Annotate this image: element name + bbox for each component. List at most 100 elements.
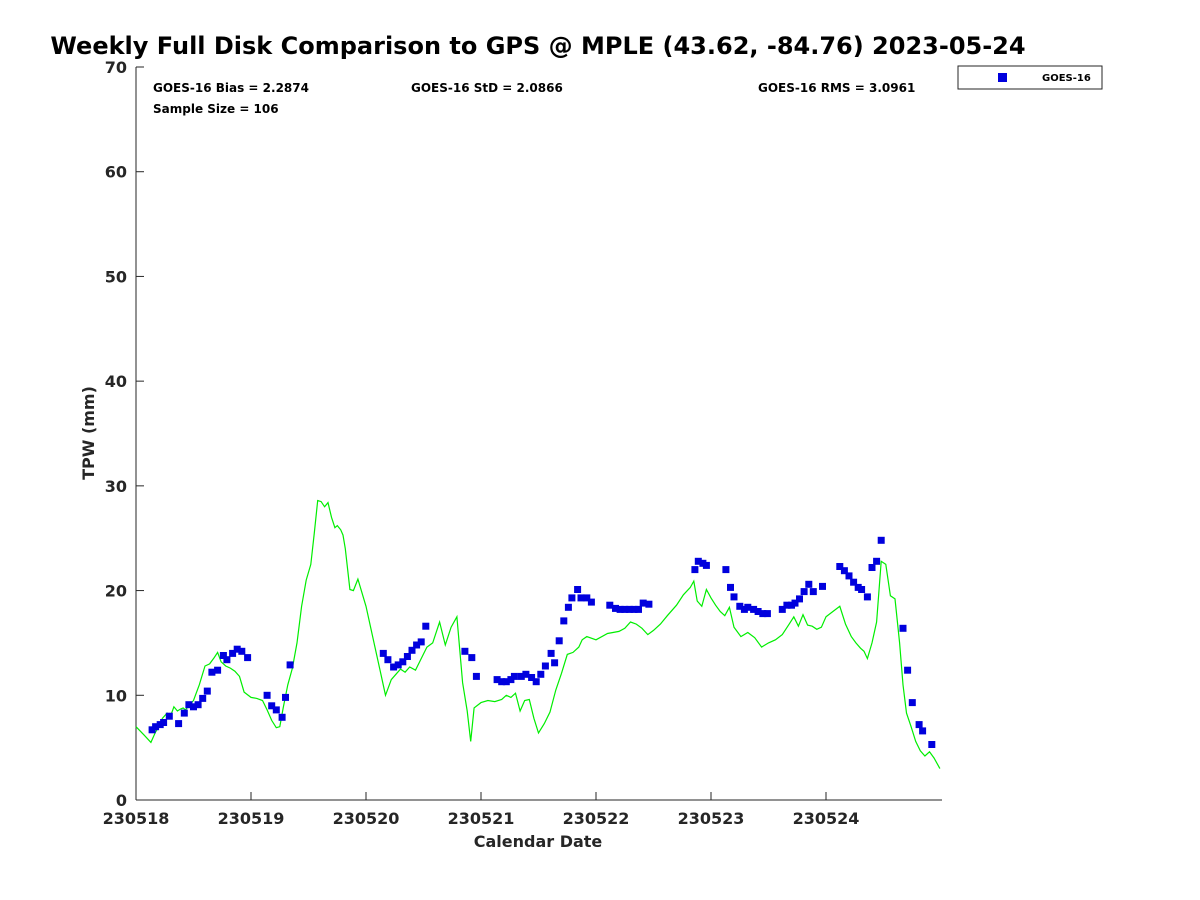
goes16-point <box>263 691 271 699</box>
y-tick-label: 50 <box>105 267 127 286</box>
goes16-point <box>750 605 758 613</box>
legend-box <box>957 65 1103 90</box>
goes16-point <box>645 600 653 608</box>
goes16-point <box>754 608 762 615</box>
y-tick-label: 20 <box>105 582 127 601</box>
goes16-point <box>791 599 799 607</box>
goes16-point <box>384 656 392 664</box>
rms-annotation: GOES-16 RMS = 3.0961 <box>758 81 915 95</box>
goes16-point <box>836 563 844 570</box>
goes16-point <box>502 678 510 686</box>
goes16-point <box>574 586 582 593</box>
goes16-point <box>229 649 237 657</box>
goes16-point <box>498 678 506 686</box>
goes16-point <box>152 723 160 731</box>
goes16-point <box>268 702 276 710</box>
goes16-point <box>568 594 576 602</box>
std-annotation: GOES-16 StD = 2.0866 <box>411 81 563 95</box>
goes16-point <box>408 646 416 654</box>
goes16-point <box>417 638 425 646</box>
goes16-point <box>744 603 752 611</box>
goes16-point <box>282 693 289 701</box>
legend-label-goes16: GOES-16 <box>1042 73 1091 84</box>
goes16-point <box>493 676 501 684</box>
goes16-point <box>551 659 559 667</box>
goes16-point <box>805 580 813 588</box>
x-tick-label: 230524 <box>793 809 860 828</box>
y-axis-label: TPW (mm) <box>79 386 98 480</box>
goes16-point <box>730 593 738 601</box>
goes16-point <box>778 605 786 613</box>
goes16-point <box>858 586 866 593</box>
goes16-point <box>621 605 629 613</box>
goes16-point <box>639 599 647 607</box>
goes16-point <box>379 649 387 657</box>
goes16-point <box>541 662 549 670</box>
goes16-point <box>528 674 536 681</box>
sample-size-annotation: Sample Size = 106 <box>153 102 279 116</box>
goes16-point <box>845 572 853 580</box>
goes16-point <box>863 593 871 601</box>
x-tick-label: 230518 <box>103 809 170 828</box>
goes16-point <box>915 721 923 729</box>
goes16-point <box>522 670 530 678</box>
goes16-point <box>394 661 402 669</box>
y-tick-label: 0 <box>116 791 127 810</box>
goes16-point <box>203 687 211 695</box>
goes16-point <box>517 672 525 680</box>
ticks: 0 10 20 30 40 50 60 70 230518 230519 230520 230521 2… <box>103 58 860 828</box>
goes16-point <box>908 699 916 707</box>
goes16-point <box>635 605 642 613</box>
goes16-point <box>399 658 407 666</box>
goes16-point <box>510 672 518 680</box>
goes16-point <box>194 701 202 709</box>
goes16-point <box>413 641 421 649</box>
goes16-point <box>783 601 791 609</box>
legend: GOES-16 <box>957 65 1103 90</box>
goes16-point <box>868 564 876 571</box>
x-tick-label: 230522 <box>563 809 630 828</box>
goes16-point <box>606 601 614 609</box>
goes16-point <box>691 566 699 574</box>
goes16-point <box>612 604 619 612</box>
goes16-point <box>919 727 927 735</box>
goes16-point <box>694 557 702 565</box>
goes16-point <box>928 741 936 748</box>
goes16-point <box>537 670 545 678</box>
goes16-point <box>160 719 168 726</box>
goes16-point <box>577 594 585 602</box>
gps-series-line <box>135 499 941 769</box>
goes16-point <box>560 617 568 625</box>
goes16-point <box>238 647 246 655</box>
goes16-point <box>736 602 744 610</box>
goes16-point <box>165 712 173 720</box>
goes16-point <box>185 701 193 709</box>
goes16-point <box>286 661 294 669</box>
goes16-point <box>873 557 881 565</box>
goes16-point <box>850 578 858 586</box>
goes16-point <box>208 668 216 676</box>
y-tick-label: 70 <box>105 58 127 77</box>
goes16-point <box>840 567 848 575</box>
goes16-point <box>233 645 241 653</box>
goes16-point <box>468 654 476 662</box>
goes16-point <box>904 666 912 674</box>
goes16-point <box>555 637 563 645</box>
goes16-point <box>403 653 411 660</box>
goes16-point <box>223 656 231 664</box>
goes16-point <box>244 654 252 662</box>
goes16-point <box>278 713 286 721</box>
x-axis-label: Calendar Date <box>474 832 603 851</box>
goes16-point <box>625 605 633 613</box>
goes16-point <box>630 605 638 613</box>
goes16-point <box>583 594 591 602</box>
goes16-point <box>547 649 555 657</box>
goes16-point <box>819 582 826 590</box>
x-tick-label: 230521 <box>448 809 515 828</box>
bias-annotation: GOES-16 Bias = 2.2874 <box>153 81 309 95</box>
gps-line-series <box>135 499 941 769</box>
goes16-point <box>272 706 280 714</box>
goes16-point <box>219 652 227 659</box>
legend-marker-goes16 <box>998 73 1007 82</box>
goes16-point <box>175 720 183 728</box>
